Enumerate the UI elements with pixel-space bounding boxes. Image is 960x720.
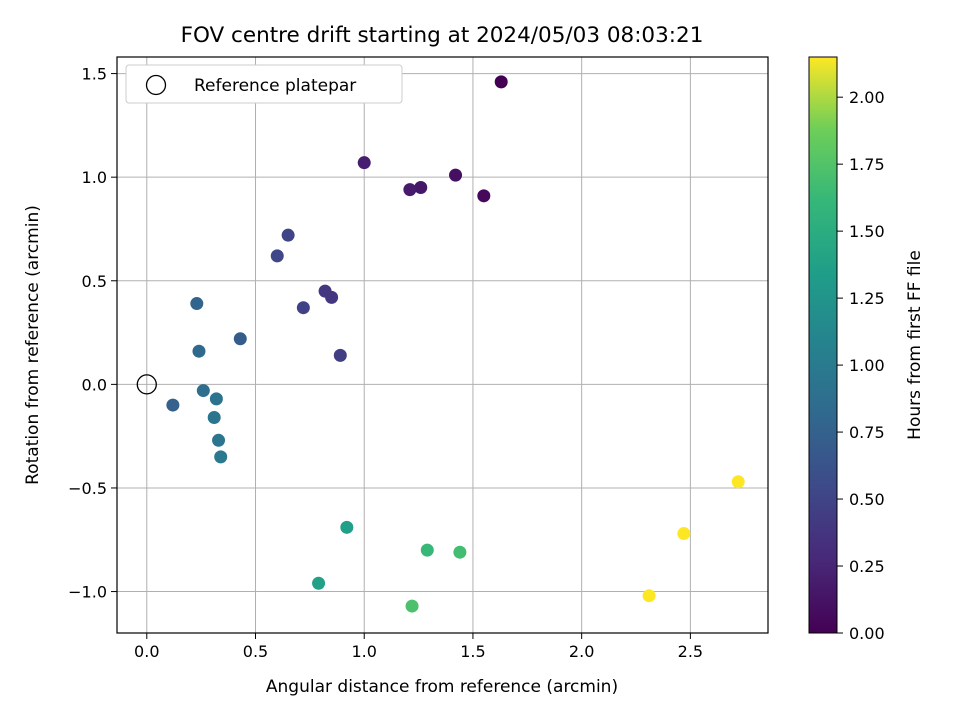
colorbar-label: Hours from first FF file <box>905 250 925 440</box>
data-point <box>477 189 491 203</box>
x-axis-label: Angular distance from reference (arcmin) <box>266 677 618 697</box>
colorbar-gradient <box>808 56 838 634</box>
y-tick-label: 1.0 <box>82 168 107 187</box>
colorbar-tick-label: 1.75 <box>849 155 885 174</box>
colorbar-tick-label: 0.75 <box>849 423 885 442</box>
y-axis-label: Rotation from reference (arcmin) <box>23 205 43 485</box>
data-point <box>166 398 180 412</box>
colorbar-tick-label: 1.50 <box>849 222 885 241</box>
x-tick-label: 0.5 <box>243 642 268 661</box>
data-point <box>192 344 206 358</box>
legend-marker-icon <box>145 74 167 96</box>
data-point <box>333 348 347 362</box>
x-axis-ticks: 0.0 0.5 1.0 1.5 2.0 2.5 <box>134 633 703 661</box>
data-point <box>449 168 463 182</box>
data-point <box>233 332 247 346</box>
data-point <box>207 411 221 425</box>
data-point <box>420 543 434 557</box>
data-point <box>190 297 204 311</box>
legend-entry-reference: Reference platepar <box>194 76 356 96</box>
colorbar-tick-label: 1.00 <box>849 356 885 375</box>
x-tick-label: 0.0 <box>134 642 159 661</box>
y-tick-label: 1.5 <box>82 65 107 84</box>
legend-box <box>125 64 403 104</box>
colorbar-tick-label: 0.00 <box>849 624 885 643</box>
colorbar-tick-label: 0.25 <box>849 557 885 576</box>
y-tick-label: 0.5 <box>82 272 107 291</box>
colorbar: 0.00 0.25 0.50 0.75 1.00 1.25 1.50 1.75 2.00 Hou… <box>808 56 925 643</box>
chart-title: FOV centre drift starting at 2024/05/03 … <box>181 23 704 48</box>
legend: Reference platepar <box>125 64 403 104</box>
y-tick-label: 0.0 <box>82 375 107 394</box>
colorbar-tick-label: 2.00 <box>849 88 885 107</box>
data-point <box>270 249 284 263</box>
data-point <box>196 384 210 398</box>
colorbar-ticks: 0.00 0.25 0.50 0.75 1.00 1.25 1.50 1.75 2.00 <box>837 88 885 643</box>
data-point <box>296 301 310 315</box>
data-point <box>494 75 508 89</box>
reference-marker-group <box>136 374 157 395</box>
data-point <box>642 589 656 603</box>
data-point <box>209 392 223 406</box>
data-point <box>318 284 332 298</box>
data-points <box>166 75 745 613</box>
data-point <box>212 433 226 447</box>
data-point <box>357 156 371 170</box>
y-tick-label: −1.0 <box>68 583 107 602</box>
data-point <box>312 576 326 590</box>
data-point <box>214 450 228 464</box>
reference-platepar-marker <box>136 374 157 395</box>
data-point <box>677 527 691 541</box>
plot-frame <box>116 56 769 634</box>
x-tick-label: 2.0 <box>569 642 594 661</box>
data-point <box>731 475 745 489</box>
y-axis-ticks: −1.0 −0.5 0.0 0.5 1.0 1.5 <box>68 65 117 602</box>
data-point <box>281 228 295 242</box>
grid <box>117 57 768 633</box>
colorbar-tick-label: 1.25 <box>849 289 885 308</box>
x-tick-label: 2.5 <box>678 642 703 661</box>
x-tick-label: 1.0 <box>351 642 376 661</box>
x-tick-label: 1.5 <box>460 642 485 661</box>
data-point <box>414 181 428 195</box>
data-point <box>405 599 419 613</box>
colorbar-tick-label: 0.50 <box>849 490 885 509</box>
data-point <box>340 520 354 534</box>
y-tick-label: −0.5 <box>68 479 107 498</box>
data-point <box>453 545 467 559</box>
data-point <box>403 183 417 197</box>
